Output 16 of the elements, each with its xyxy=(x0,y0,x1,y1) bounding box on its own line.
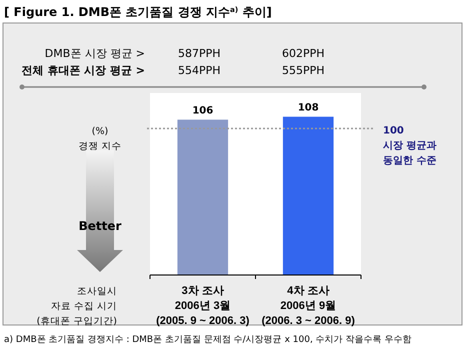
text: 전체 휴대폰 시장 평균 > xyxy=(21,64,145,77)
text: DMB폰 시장 평균 > xyxy=(44,47,145,60)
text: a) DMB폰 초기품질 경쟁지수 : DMB폰 초기품질 문제점 수/시장평균 x 100, 수치가 작을수록 우수함 xyxy=(4,335,412,345)
ref-line-label: 100 시장 평균과 동일한 수준 xyxy=(383,125,436,166)
x-tick-label: 4차 조사 2006년 9월 (2006. 3 ~ 2006. 9) xyxy=(262,285,356,327)
y-axis-title: (%) 경쟁 지수 xyxy=(78,126,122,152)
data-label: 108 xyxy=(298,102,319,114)
text: 554PPH xyxy=(178,64,221,77)
text: 587PPH xyxy=(178,47,221,60)
text: 조사일시 자료 수집 시기 (휴대폰 구입기간) xyxy=(36,286,117,327)
text: Better xyxy=(78,219,122,233)
chart-title: [ Figure 1. DMB폰 초기품질 경쟁 지수$^{a)}$ 추이] xyxy=(4,4,272,19)
data-label: 106 xyxy=(192,106,214,117)
x-tick-label: 3차 조사 2006년 3월 (2005. 9 ~ 2006. 3) xyxy=(156,285,250,327)
text: 555PPH xyxy=(282,64,325,77)
text: 602PPH xyxy=(282,47,325,60)
